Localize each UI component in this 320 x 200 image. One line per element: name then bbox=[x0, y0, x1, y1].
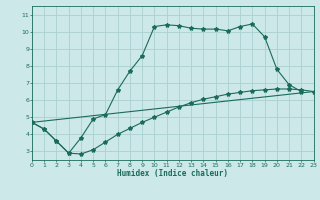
X-axis label: Humidex (Indice chaleur): Humidex (Indice chaleur) bbox=[117, 169, 228, 178]
